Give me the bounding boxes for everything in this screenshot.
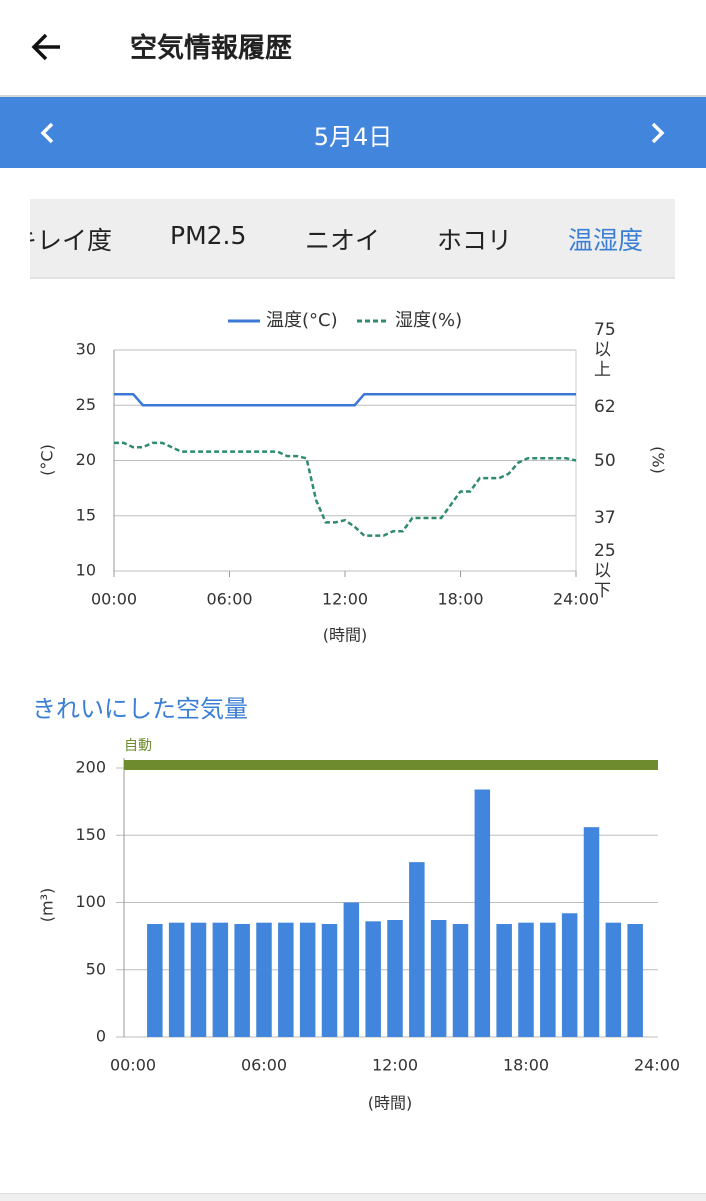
prev-day[interactable] <box>38 121 58 145</box>
bar <box>387 919 403 1037</box>
bottom-bar <box>0 1193 706 1201</box>
legend-label: 温度(°C) <box>266 310 338 331</box>
legend-label: 湿度(%) <box>395 310 462 331</box>
y2-tick-label: 25 以下 <box>594 541 616 601</box>
x-tick-label: 00:00 <box>91 590 137 609</box>
y-tick-label: 50 <box>86 959 106 978</box>
x-axis-label: (時間) <box>323 626 368 645</box>
bar <box>583 827 600 1037</box>
bar <box>409 862 425 1037</box>
bar <box>452 924 469 1037</box>
bar <box>343 902 360 1037</box>
back-button[interactable] <box>30 30 64 64</box>
bar <box>540 922 556 1037</box>
x-tick-label: 12:00 <box>372 1056 418 1075</box>
y-tick-label: 200 <box>75 758 106 777</box>
bar <box>321 924 338 1037</box>
bar <box>190 922 207 1037</box>
bar <box>212 922 229 1037</box>
y2-tick-label: 75 以上 <box>594 320 616 380</box>
y-tick-label: 100 <box>75 892 106 911</box>
tab[interactable]: ホコリ <box>437 226 513 255</box>
bar <box>627 924 643 1037</box>
y-tick-label: 20 <box>76 450 96 469</box>
bar <box>605 922 622 1037</box>
bar <box>474 789 491 1037</box>
y2-tick-label: 50 <box>594 450 616 471</box>
mode-band <box>124 760 658 770</box>
date-bar: 5月4日 <box>0 97 706 168</box>
app-header: 空気情報履歴 <box>0 0 706 97</box>
series-line <box>114 441 577 537</box>
y-axis-label: (m³) <box>38 888 57 922</box>
x-tick-label: 24:00 <box>634 1056 680 1075</box>
tab[interactable]: PM2.5 <box>170 221 247 250</box>
x-tick-label: 18:00 <box>503 1056 549 1075</box>
y2-tick-label: 62 <box>594 397 616 418</box>
y-tick-label: 25 <box>76 395 96 414</box>
bar <box>256 922 272 1037</box>
x-tick-label: 24:00 <box>553 590 599 609</box>
x-tick-label: 06:00 <box>241 1056 287 1075</box>
x-tick-label: 12:00 <box>322 590 368 609</box>
series-line <box>114 392 576 407</box>
next-day[interactable] <box>648 121 668 145</box>
section-title: きれいにした空気量 <box>32 695 248 723</box>
bar <box>430 919 447 1037</box>
bar <box>561 913 578 1037</box>
bar <box>518 922 534 1037</box>
tab-active[interactable]: 温湿度 <box>568 226 644 255</box>
y-tick-label: 150 <box>75 825 106 844</box>
date-label: 5月4日 <box>313 123 393 151</box>
tab-strip: キレイ度 PM2.5 ニオイ ホコリ 温湿度 <box>30 199 675 279</box>
y-tick-label: 0 <box>96 1027 106 1046</box>
x-tick-label: 00:00 <box>110 1056 156 1075</box>
mode-label: 自動 <box>124 738 152 754</box>
x-axis-label: (時間) <box>368 1094 413 1113</box>
bar <box>168 922 185 1037</box>
y-tick-label: 30 <box>76 340 96 359</box>
x-tick-label: 06:00 <box>206 590 252 609</box>
bar <box>299 922 316 1037</box>
y-axis-label: (°C) <box>38 444 57 476</box>
bar <box>365 921 381 1037</box>
tab[interactable]: ニオイ <box>305 226 381 255</box>
y-tick-label: 15 <box>76 505 96 524</box>
y2-tick-label: 37 <box>594 507 616 528</box>
y-tick-label: 10 <box>76 561 96 580</box>
tab[interactable]: キレイ度 <box>30 226 113 255</box>
bar <box>234 924 250 1037</box>
bar <box>278 922 294 1037</box>
x-tick-label: 18:00 <box>437 590 483 609</box>
y2-axis-label: (%) <box>649 446 668 474</box>
page-title: 空気情報履歴 <box>130 33 292 64</box>
bar <box>496 924 512 1037</box>
bar <box>147 924 163 1037</box>
